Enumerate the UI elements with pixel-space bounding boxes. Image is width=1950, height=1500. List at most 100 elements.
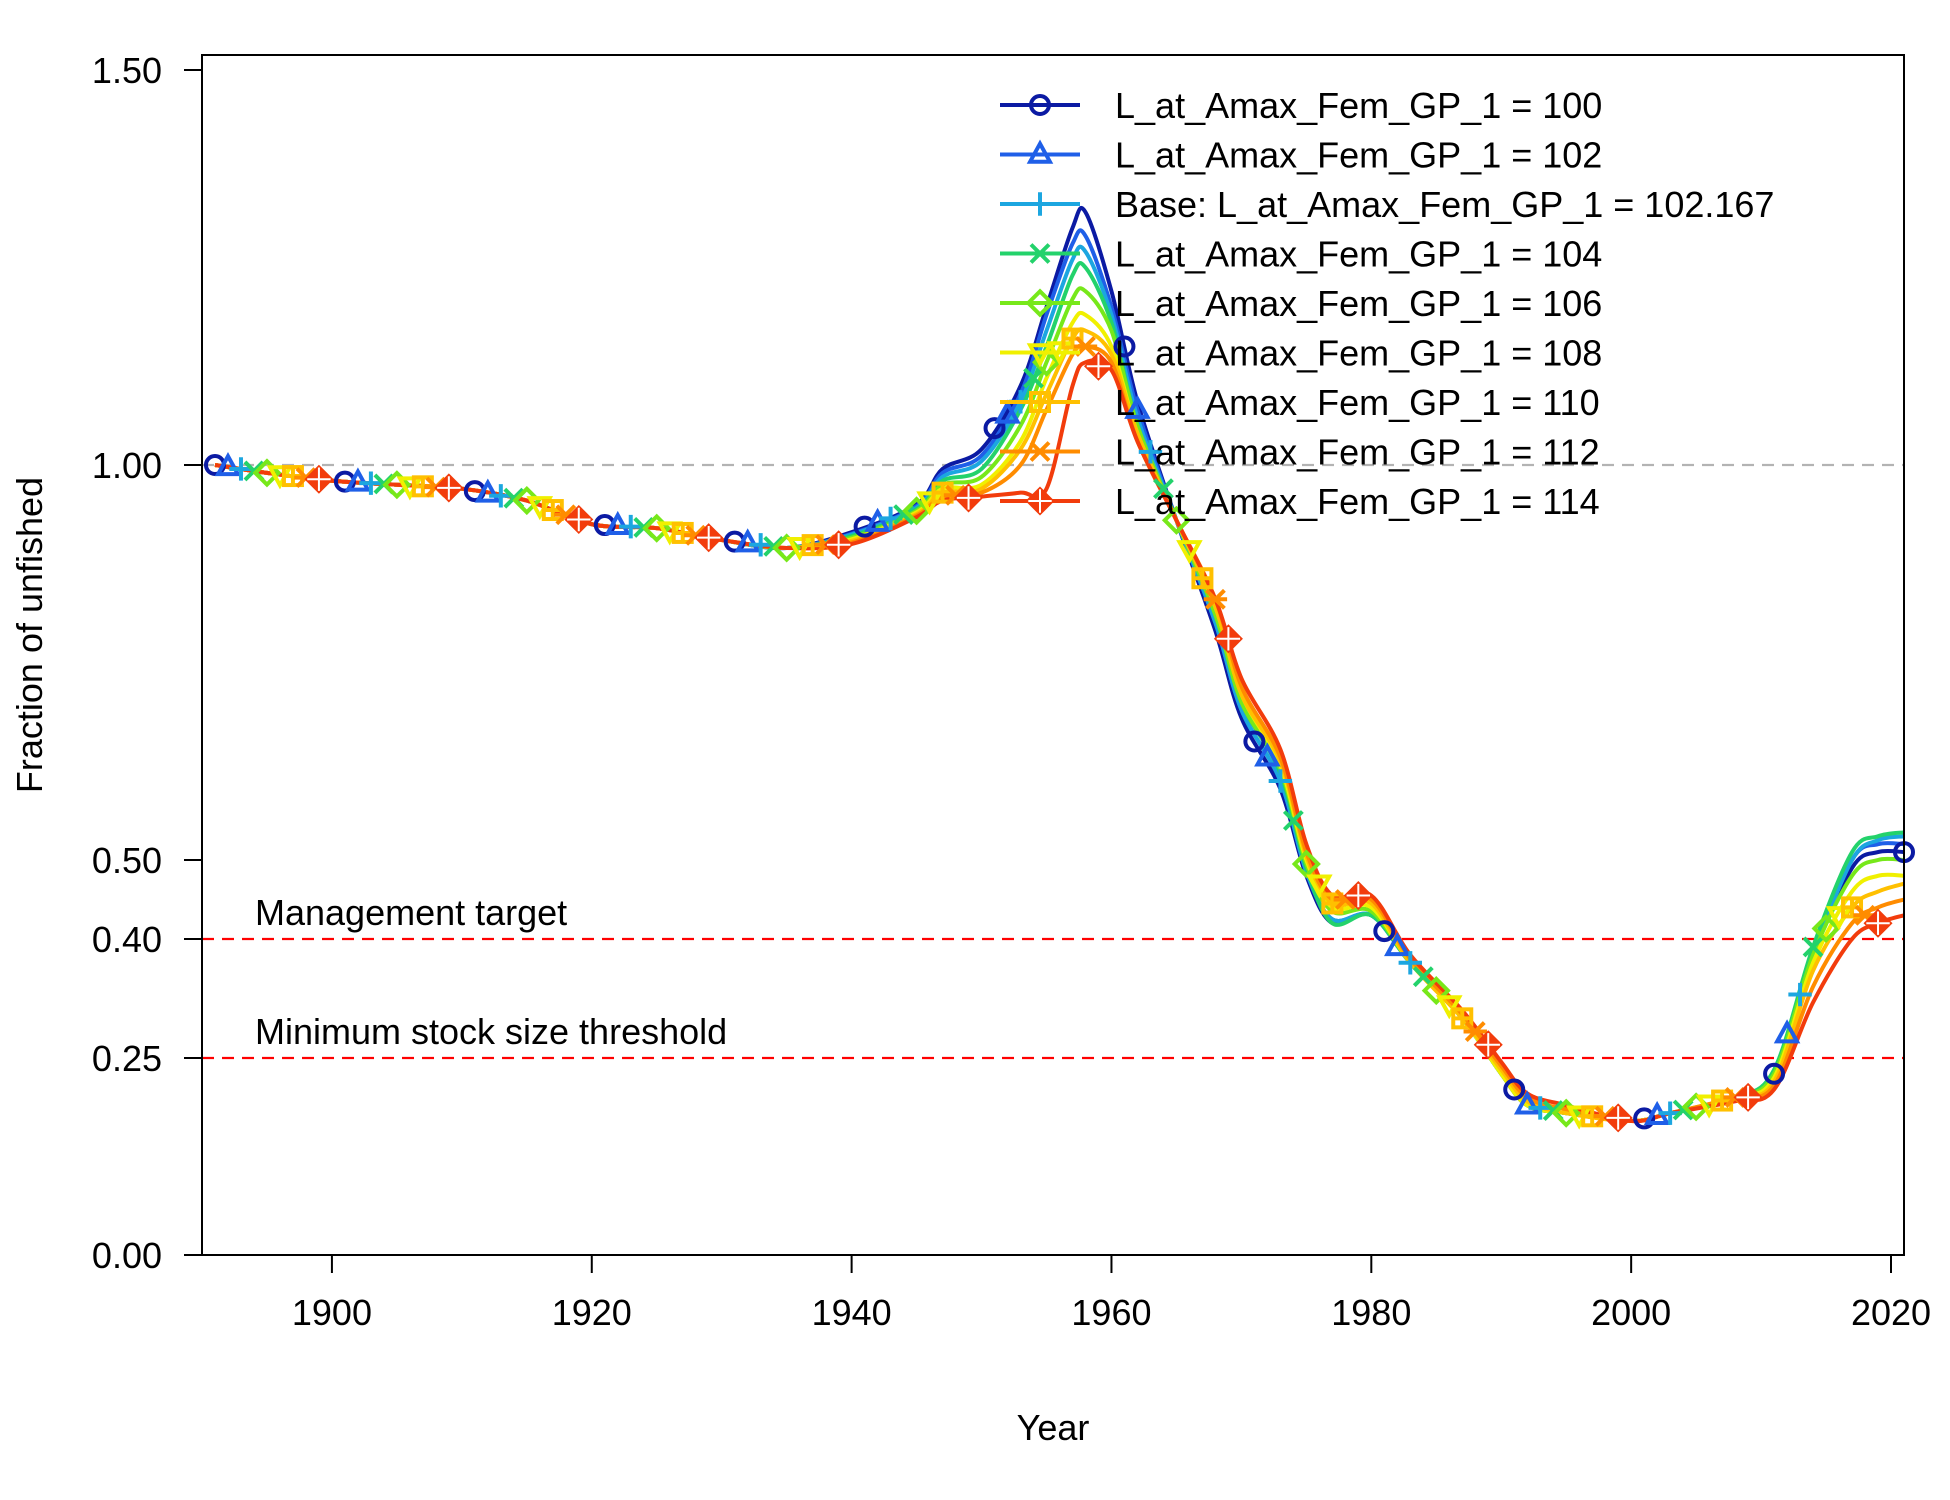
reference-line-label-2: Minimum stock size threshold [255, 1011, 727, 1052]
marker-8-1919 [564, 504, 594, 535]
marker-4-1965 [1161, 505, 1191, 535]
marker-3-1964 [1153, 478, 1174, 500]
marker-0-2011 [1763, 1062, 1786, 1085]
legend-item-7: L_at_Amax_Fem_GP_1 = 112 [1000, 432, 1600, 473]
marker-8-1949 [954, 483, 984, 513]
marker-2-1983 [1398, 951, 1422, 975]
legend-label-7: L_at_Amax_Fem_GP_1 = 112 [1115, 432, 1600, 473]
x-axis: 1900 1920 1940 1960 1980 2000 2020 [292, 1255, 1931, 1333]
legend-item-1: L_at_Amax_Fem_GP_1 = 102 [1000, 135, 1602, 176]
marker-0-1961 [1113, 335, 1136, 358]
legend-marker-1 [1026, 139, 1054, 164]
legend-label-2: Base: L_at_Amax_Fem_GP_1 = 102.167 [1115, 184, 1774, 225]
legend-marker-7 [1028, 441, 1052, 462]
marker-1-1992 [1513, 1090, 1541, 1115]
x-tick-label-0: 1900 [292, 1292, 372, 1333]
marker-0-1941 [853, 515, 876, 538]
marker-3-1974 [1282, 810, 1304, 831]
marker-3-1984 [1412, 966, 1434, 988]
marker-0-1991 [1503, 1078, 1526, 1101]
marker-1-1952 [994, 399, 1021, 424]
marker-8-1959 [1083, 351, 1114, 381]
legend-marker-3 [1029, 243, 1051, 264]
marker-4-1975 [1291, 849, 1321, 879]
x-tick-label-2: 1940 [812, 1292, 892, 1333]
marker-8-1979 [1343, 881, 1373, 911]
marker-2-2013 [1788, 982, 1812, 1007]
marker-1-1892 [214, 452, 242, 477]
marker-6-1967 [1191, 567, 1214, 590]
legend-label-0: L_at_Amax_Fem_GP_1 = 100 [1115, 85, 1602, 126]
marker-6-1987 [1451, 1007, 1474, 1030]
x-tick-label-6: 2020 [1851, 1292, 1931, 1333]
plot-frame [201, 54, 1905, 1256]
marker-5-1976 [1306, 874, 1333, 899]
legend-marker-4 [1025, 288, 1055, 318]
marker-4-1905 [382, 470, 412, 500]
marker-8-1939 [824, 530, 854, 560]
legend-label-5: L_at_Amax_Fem_GP_1 = 108 [1115, 333, 1602, 374]
legend-marker-2 [1028, 192, 1052, 216]
legend-marker-8 [1025, 486, 1055, 516]
legend-item-2: Base: L_at_Amax_Fem_GP_1 = 102.167 [1000, 184, 1774, 225]
marker-1-1922 [604, 510, 632, 536]
marker-8-1899 [304, 464, 334, 494]
y-tick-label-0: 0.00 [92, 1235, 162, 1276]
x-axis-label: Year [1017, 1407, 1090, 1448]
marker-2-1893 [229, 457, 253, 481]
marker-1-1902 [344, 467, 372, 492]
marker-8-2009 [1733, 1082, 1763, 1112]
marker-8-2019 [1863, 908, 1893, 938]
y-tick-label-3: 0.50 [92, 840, 162, 881]
marker-1-1942 [864, 507, 891, 532]
legend-item-8: L_at_Amax_Fem_GP_1 = 114 [1000, 481, 1600, 522]
x-tick-label-4: 1980 [1331, 1292, 1411, 1333]
reference-line-label-1: Management target [255, 892, 567, 933]
y-axis: 0.00 0.25 0.40 0.50 1.00 1.50 [92, 50, 202, 1276]
legend-marker-5 [1026, 343, 1054, 368]
marker-2-1933 [748, 533, 773, 557]
marker-1-2012 [1773, 1019, 1801, 1044]
marker-1-1962 [1124, 394, 1151, 419]
marker-2-1903 [359, 471, 383, 495]
marker-1-1932 [734, 528, 761, 553]
marker-2-1963 [1138, 440, 1163, 464]
marker-3-1954 [1023, 367, 1044, 389]
series-markers [203, 327, 1915, 1133]
marker-4-1985 [1421, 976, 1451, 1006]
marker-8-1909 [434, 473, 464, 503]
legend-item-6: L_at_Amax_Fem_GP_1 = 110 [1000, 382, 1600, 423]
x-tick-label-1: 1920 [552, 1292, 632, 1333]
y-axis-label: Fraction of unfished [9, 477, 50, 793]
marker-4-1945 [902, 496, 932, 526]
legend-item-4: L_at_Amax_Fem_GP_1 = 106 [1000, 283, 1602, 324]
marker-1-1982 [1384, 931, 1411, 957]
x-tick-label-5: 2000 [1591, 1292, 1671, 1333]
marker-8-1929 [694, 523, 724, 553]
legend: L_at_Amax_Fem_GP_1 = 100 L_at_Amax_Fem_GP… [1000, 85, 1774, 522]
reference-lines: Management target Minimum stock size thre… [202, 463, 1904, 1060]
marker-0-1981 [1373, 920, 1396, 943]
marker-4-2015 [1811, 913, 1841, 943]
legend-label-3: L_at_Amax_Fem_GP_1 = 104 [1115, 234, 1602, 275]
marker-0-1971 [1243, 730, 1266, 753]
y-tick-label-2: 0.40 [92, 919, 162, 960]
marker-8-1999 [1603, 1103, 1633, 1133]
marker-5-1986 [1435, 995, 1463, 1020]
legend-marker-0 [1029, 94, 1051, 116]
legend-label-4: L_at_Amax_Fem_GP_1 = 106 [1115, 283, 1602, 324]
y-tick-label-4: 1.00 [92, 445, 162, 486]
x-tick-label-3: 1960 [1071, 1292, 1151, 1333]
legend-label-8: L_at_Amax_Fem_GP_1 = 114 [1115, 481, 1600, 522]
legend-label-1: L_at_Amax_Fem_GP_1 = 102 [1115, 135, 1602, 176]
marker-1-1912 [474, 478, 502, 503]
marker-1-1972 [1254, 742, 1281, 767]
marker-3-2014 [1802, 936, 1824, 958]
legend-marker-6 [1029, 391, 1051, 413]
y-tick-label-1: 0.25 [92, 1038, 162, 1079]
marker-2-1973 [1268, 769, 1293, 793]
marker-0-2001 [1633, 1107, 1656, 1130]
series-markers-8 [304, 351, 1893, 1133]
